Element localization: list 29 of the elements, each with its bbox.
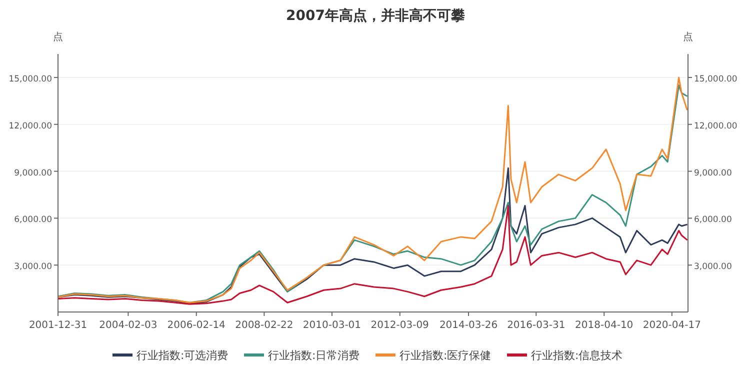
y2-tick-label: 3,000.00 — [694, 262, 732, 272]
y-tick-label: 15,000.00 — [8, 74, 52, 84]
legend-label: 行业指数:医疗保健 — [400, 349, 492, 362]
y2-tick-label: 6,000.00 — [694, 215, 732, 226]
legend-label: 行业指数:信息技术 — [531, 349, 623, 362]
x-tick-label: 2010-03-01 — [302, 320, 362, 331]
y2-tick-label: 12,000.00 — [694, 121, 738, 132]
x-tick-label: 2001-12-31 — [28, 320, 88, 331]
y2-axis-title: 点 — [683, 31, 693, 43]
y-tick-label: 3,000.00 — [14, 262, 52, 272]
x-tick-label: 2004-02-03 — [99, 320, 158, 331]
legend-label: 行业指数:日常消费 — [268, 349, 360, 362]
x-tick-label: 2008-02-22 — [235, 320, 294, 331]
x-tick-label: 2018-04-10 — [575, 320, 634, 331]
line-series — [57, 167, 688, 304]
chart-title: 2007年高点，并非高不可攀 — [286, 7, 465, 24]
x-tick-label: 2012-03-09 — [370, 320, 429, 331]
y-tick-label: 9,000.00 — [14, 168, 52, 178]
x-tick-label: 2014-03-26 — [439, 320, 498, 331]
y2-tick-label: 15,000.00 — [694, 74, 738, 84]
y-tick-label: 12,000.00 — [8, 121, 52, 132]
y2-tick-label: 9,000.00 — [694, 168, 732, 178]
x-tick-label: 2006-02-14 — [167, 320, 226, 331]
x-tick-label: 2020-04-17 — [642, 320, 701, 331]
y-tick-label: 6,000.00 — [14, 215, 52, 226]
x-tick-label: 2016-03-31 — [507, 320, 566, 331]
line-series — [57, 204, 688, 305]
y-axis-title: 点 — [53, 31, 63, 43]
legend-label: 行业指数:可选消费 — [136, 349, 228, 362]
